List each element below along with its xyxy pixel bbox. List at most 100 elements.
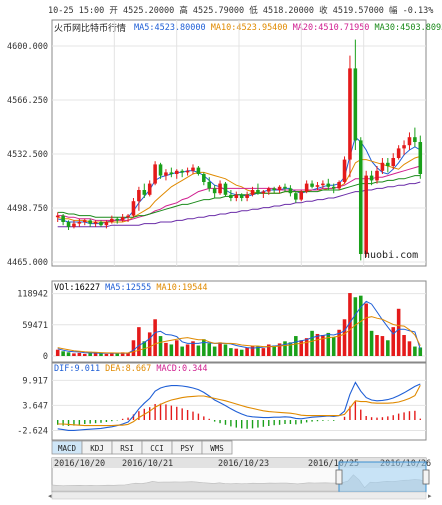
volume-bar	[342, 319, 347, 356]
volume-bar	[115, 353, 120, 356]
candle	[386, 158, 390, 173]
candle-body	[299, 191, 304, 200]
tab-background[interactable]	[201, 440, 233, 455]
candle	[61, 214, 65, 226]
candle-body	[310, 183, 314, 187]
volume-bar	[196, 345, 201, 356]
candle-body	[202, 174, 206, 182]
candle-body	[331, 186, 336, 189]
tab-kdj[interactable]: KDJ	[81, 440, 113, 455]
candle	[342, 156, 347, 184]
macd-legend: DIF:9.011 DEA:8.667 MACD:0.344	[54, 364, 208, 374]
candle	[142, 183, 147, 198]
volume-bar	[364, 303, 368, 356]
volume-bar	[331, 337, 336, 356]
candle-body	[261, 191, 266, 194]
volume-bar	[315, 333, 320, 356]
navigator-right-handle[interactable]	[422, 469, 430, 485]
volume-bar	[164, 342, 168, 356]
candle-body	[158, 164, 163, 176]
volume-bar	[304, 338, 309, 356]
candle-body	[402, 145, 406, 149]
scroll-left-arrow-icon[interactable]: ◂	[48, 492, 52, 500]
candlesticks	[55, 39, 423, 261]
candle	[348, 55, 352, 178]
candle-body	[223, 183, 228, 195]
candle-body	[315, 185, 320, 187]
candle-body	[147, 183, 152, 195]
tab-macd[interactable]: MACD	[51, 440, 83, 455]
tab-label[interactable]: CCI	[150, 444, 164, 453]
ma_legend-legend-item: MA10:4523.95400	[206, 23, 288, 33]
volume-bar	[407, 341, 412, 356]
macd-grid	[52, 379, 426, 431]
candle	[104, 220, 109, 229]
macd-lines	[57, 381, 421, 431]
candle-body	[142, 190, 147, 195]
candle-body	[321, 183, 325, 186]
candle-body	[250, 190, 255, 195]
tab-label[interactable]: MACD	[58, 444, 77, 453]
candle	[223, 182, 228, 197]
tab-label[interactable]: KDJ	[90, 444, 104, 453]
scroll-right-arrow-icon[interactable]: ▸	[428, 492, 432, 500]
candle	[126, 214, 130, 222]
tab-label[interactable]: RSI	[120, 444, 134, 453]
volume-bar	[299, 340, 304, 356]
candle	[88, 218, 92, 227]
candle-body	[99, 222, 103, 226]
candle-body	[239, 194, 244, 198]
candle-body	[288, 188, 293, 194]
candle-body	[126, 215, 130, 218]
candle	[304, 180, 309, 194]
tab-cci[interactable]: CCI	[141, 440, 173, 455]
candle-body	[418, 142, 423, 174]
candle-body	[364, 175, 368, 254]
volume-bar	[288, 342, 293, 356]
candle	[120, 214, 125, 222]
candle	[315, 182, 320, 190]
candle-body	[120, 217, 125, 221]
tab-rsi[interactable]: RSI	[111, 440, 143, 455]
volume-bar	[348, 293, 352, 356]
navigator-selection[interactable]	[338, 461, 427, 493]
indicator-tabs[interactable]: MACD KDJ RSI CCI PSY WMS	[51, 440, 233, 455]
candle-body	[88, 220, 92, 224]
candle-body	[131, 201, 136, 216]
volume-ma-line-ma10	[57, 316, 421, 354]
candle	[207, 177, 212, 192]
candle-body	[375, 170, 379, 181]
volume-bar	[191, 341, 195, 356]
volume-bar	[358, 295, 363, 356]
volume-bar	[272, 345, 276, 356]
volume-bar	[180, 346, 184, 356]
navigator-scrollbar[interactable]	[51, 491, 427, 500]
candle	[147, 180, 152, 197]
tab-label[interactable]: PSY	[180, 444, 194, 453]
navigator-date-label: 2016/10/25	[308, 459, 359, 469]
candle-body	[337, 182, 341, 189]
volume-bar	[126, 352, 130, 356]
macd-tick-label: 3.647	[22, 401, 48, 411]
macd_legend-legend-item: DIF:9.011	[54, 364, 100, 374]
candle	[413, 127, 417, 147]
tab-label[interactable]: WMS	[210, 444, 224, 453]
volume-bar	[99, 353, 103, 356]
volume-bar	[321, 335, 325, 356]
navigator-date-strip	[52, 458, 426, 468]
tab-psy[interactable]: PSY	[171, 440, 203, 455]
candle-body	[153, 164, 157, 184]
candle	[82, 218, 87, 226]
candle	[256, 183, 260, 195]
navigator-left-handle[interactable]	[335, 469, 343, 485]
tab-wms[interactable]: WMS	[201, 440, 233, 455]
candle	[407, 132, 412, 150]
candle	[99, 220, 103, 227]
candle-body	[380, 162, 385, 171]
candle-body	[115, 218, 120, 221]
macd-histogram	[57, 401, 421, 429]
volume-bar	[158, 336, 163, 356]
candle	[337, 180, 341, 190]
candle	[229, 190, 233, 202]
